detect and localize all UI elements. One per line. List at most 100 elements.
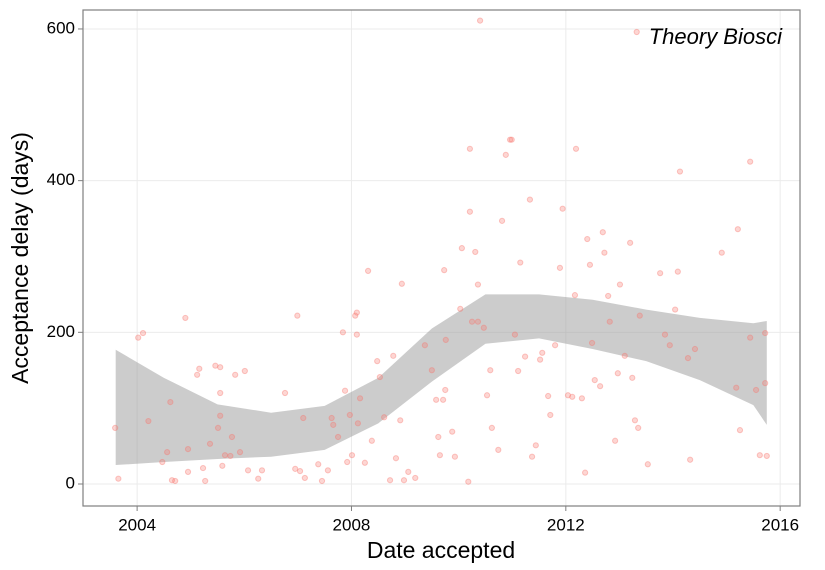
point [159, 458, 166, 466]
point [584, 235, 591, 243]
point [644, 461, 651, 468]
point [344, 458, 351, 466]
point [736, 427, 744, 434]
point [212, 362, 219, 369]
point [255, 475, 262, 482]
point [466, 208, 474, 215]
point [472, 248, 479, 256]
point [684, 355, 692, 362]
point [300, 414, 307, 422]
point [747, 334, 754, 341]
point [139, 329, 147, 337]
point [145, 417, 152, 425]
point [368, 437, 375, 444]
point [292, 465, 299, 472]
point [556, 264, 564, 271]
point [196, 365, 203, 372]
point [559, 205, 566, 212]
point [435, 433, 442, 441]
point [244, 467, 252, 474]
legend-marker [633, 28, 640, 36]
point [356, 395, 364, 402]
panel-border [82, 9, 801, 507]
point [532, 442, 539, 449]
point [488, 424, 495, 431]
point [515, 367, 522, 375]
point [392, 455, 400, 462]
point [281, 389, 289, 397]
point [747, 158, 754, 165]
point [572, 145, 580, 152]
point [762, 380, 769, 387]
point [672, 306, 679, 313]
point [182, 314, 189, 322]
point [539, 349, 546, 356]
point [487, 367, 494, 374]
point [353, 331, 360, 338]
point [480, 324, 487, 331]
point [599, 229, 606, 236]
point [364, 267, 372, 274]
point [636, 312, 643, 319]
point [763, 452, 770, 460]
point [442, 336, 449, 344]
point [346, 411, 353, 419]
point [353, 309, 360, 316]
point [657, 270, 664, 277]
point [199, 464, 207, 472]
point [294, 312, 301, 319]
point [521, 353, 529, 360]
point [762, 329, 769, 337]
y-tick-label: 600 [47, 18, 75, 37]
point [217, 412, 224, 419]
point [502, 151, 509, 158]
point [466, 145, 474, 152]
point [537, 356, 544, 363]
point [428, 367, 435, 374]
point [221, 452, 229, 459]
point [386, 477, 394, 484]
point [564, 392, 572, 399]
point [629, 374, 636, 381]
x-axis-title: Date accepted [367, 537, 515, 563]
point [381, 414, 388, 421]
point [614, 370, 621, 377]
point [691, 345, 699, 353]
point [474, 318, 482, 325]
point [674, 268, 681, 275]
point [441, 267, 448, 274]
point [172, 477, 179, 485]
point [451, 453, 458, 460]
point [376, 373, 383, 381]
point [361, 459, 368, 466]
point [588, 339, 596, 347]
y-axis-title: Acceptance delay (days) [7, 132, 33, 384]
point [718, 249, 725, 256]
x-tick-label: 2016 [761, 515, 799, 534]
point [390, 352, 397, 359]
point [457, 305, 464, 312]
point [734, 226, 741, 233]
y-tick-label: 400 [47, 170, 75, 189]
point [400, 477, 408, 484]
point [324, 467, 331, 474]
point [440, 396, 447, 403]
point [354, 420, 362, 427]
point [547, 411, 554, 419]
point [421, 342, 428, 349]
point [232, 371, 239, 378]
point [328, 414, 335, 422]
point [412, 474, 419, 482]
point [433, 396, 440, 403]
point [397, 417, 404, 424]
point [506, 136, 514, 143]
point [258, 467, 266, 474]
point [184, 446, 192, 453]
point [236, 449, 244, 456]
point [436, 452, 443, 459]
point [511, 331, 519, 338]
point [330, 421, 337, 428]
point [621, 352, 628, 359]
point [545, 392, 552, 400]
